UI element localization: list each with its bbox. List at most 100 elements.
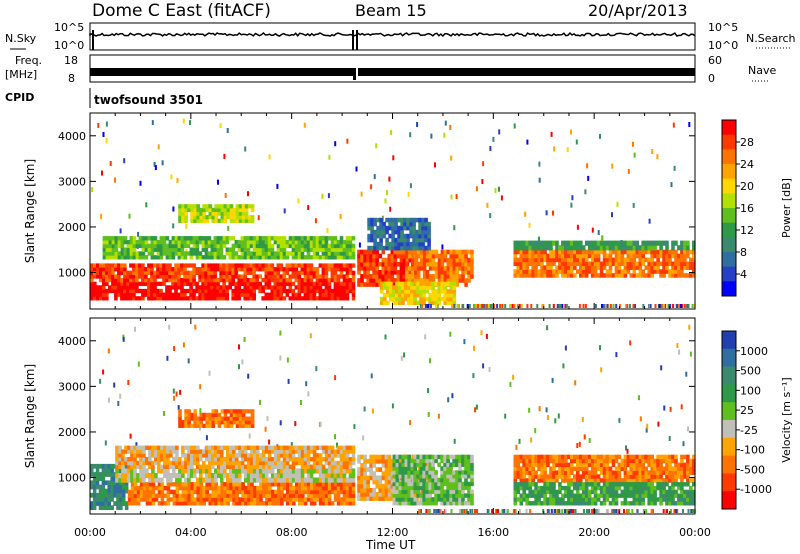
velocity-panel-band-2 — [333, 468, 338, 474]
power-panel-echo — [552, 210, 554, 216]
power-panel-band-2 — [195, 247, 200, 252]
velocity-panel-band-6 — [413, 458, 417, 464]
power-panel-band-0 — [93, 288, 97, 294]
power-panel-band-3 — [181, 211, 185, 216]
velocity-panel-band-0 — [90, 505, 94, 511]
power-panel-band-5 — [405, 274, 409, 279]
velocity-panel-band-3 — [321, 445, 326, 450]
power-panel-band-2 — [273, 255, 278, 260]
velocity-panel-band-7 — [605, 478, 610, 483]
power-panel-band-0 — [189, 292, 193, 297]
velocity-panel-band-1 — [339, 497, 344, 502]
power-panel-band-8 — [587, 253, 592, 259]
velocity-panel-echo — [173, 395, 175, 401]
velocity-panel-band-3 — [240, 460, 245, 466]
velocity-panel-band-1 — [289, 501, 293, 506]
power-panel-band-5 — [446, 274, 451, 279]
velocity-panel-echo — [173, 346, 176, 351]
velocity-panel-band-6 — [401, 470, 406, 475]
power-panel-band-6 — [437, 293, 442, 298]
power-panel-echo — [656, 154, 659, 160]
velocity-panel-band-1 — [163, 485, 168, 491]
power-panel-band-1 — [300, 267, 305, 272]
power-panel-band-8 — [543, 253, 547, 259]
power-panel-band-7 — [373, 241, 377, 247]
power-panel-band-6 — [401, 300, 405, 305]
power-panel-band-2 — [324, 239, 329, 245]
velocity-panel-band-6 — [431, 481, 435, 487]
velocity-panel-band-7 — [558, 462, 562, 468]
velocity-panel-band-1 — [295, 482, 299, 487]
velocity-panel-band-6 — [416, 462, 420, 467]
power-panel-band-7 — [379, 241, 383, 247]
power-panel-band-1 — [165, 267, 169, 272]
power-panel-band-0 — [99, 292, 103, 297]
power-panel-band-2 — [315, 243, 320, 249]
velocity-panel-band-1 — [327, 489, 332, 495]
power-panel-band-2 — [279, 236, 284, 241]
power-panel-band-1 — [231, 270, 236, 275]
power-panel-band-0 — [174, 281, 178, 286]
power-panel-band-1 — [171, 278, 175, 283]
power-panel-band-7 — [427, 241, 431, 247]
velocity-panel-band-3 — [261, 445, 266, 450]
velocity-panel-band-2 — [282, 473, 287, 479]
velocity-panel-band-3 — [199, 464, 203, 469]
power-panel-band-2 — [264, 243, 269, 249]
power-panel-band-7 — [391, 225, 395, 231]
power-panel-band-0 — [195, 296, 199, 301]
velocity-panel-band-3 — [348, 449, 353, 454]
velocity-panel-band-2 — [232, 473, 236, 479]
velocity-panel-band-3 — [276, 457, 281, 462]
power-panel-band-0 — [126, 285, 130, 290]
velocity-panel-band-6 — [392, 458, 397, 464]
velocity-panel-band-6 — [428, 474, 432, 479]
velocity-panel-band-6 — [401, 493, 406, 498]
power-panel-band-2 — [138, 255, 143, 260]
power-panel-band-2 — [297, 255, 302, 260]
velocity-panel-band-2 — [151, 468, 155, 474]
power-panel-band-2 — [126, 255, 131, 260]
power-panel-band-7 — [403, 245, 407, 251]
power-panel-band-2 — [171, 243, 176, 249]
velocity-panel-band-6 — [392, 462, 397, 467]
power-panel-band-8 — [602, 253, 607, 259]
velocity-panel-band-1 — [130, 497, 135, 502]
power-panel-band-2 — [204, 239, 209, 245]
power-panel-band-1 — [168, 274, 172, 279]
velocity-panel-band-2 — [297, 468, 302, 474]
velocity-panel-band-2 — [196, 468, 200, 474]
power-panel-band-6 — [431, 300, 435, 305]
velocity-panel-band-1 — [306, 497, 311, 502]
velocity-panel-band-3 — [145, 457, 149, 462]
power-panel-band-7 — [385, 241, 389, 247]
power-panel-band-1 — [303, 278, 308, 283]
power-panel-band-2 — [246, 239, 251, 245]
velocity-panel-band-3 — [249, 453, 254, 458]
velocity-panel-band-0 — [110, 484, 114, 490]
power-panel-band-1 — [243, 278, 248, 283]
power-panel-band-1 — [117, 270, 121, 275]
velocity-panel-band-2 — [297, 473, 302, 479]
power-panel-band-3 — [205, 204, 210, 209]
power-panel-band-5 — [414, 266, 418, 271]
velocity-panel-band-7 — [558, 470, 562, 475]
power-panel-band-5 — [452, 270, 457, 275]
velocity-panel-band-7 — [519, 474, 524, 479]
freq-band-b — [358, 68, 695, 76]
power-panel-band-0 — [129, 292, 133, 297]
power-panel-band-4 — [375, 282, 380, 287]
velocity-panel-band-3 — [303, 464, 308, 469]
velocity-panel-band-1 — [190, 497, 195, 502]
power-panel-band-6 — [395, 293, 399, 298]
power-panel-band-8 — [522, 261, 526, 267]
velocity-panel-band-6 — [440, 493, 444, 498]
power-panel-band-8 — [528, 261, 532, 267]
power-panel-band-7 — [367, 221, 371, 227]
power-panel-band-0 — [279, 288, 284, 294]
power-panel-band-4 — [393, 249, 398, 255]
velocity-panel-band-1 — [345, 489, 350, 495]
velocity-panel-band-2 — [339, 477, 344, 483]
power-panel-band-0 — [162, 281, 166, 286]
velocity-panel-band-3 — [205, 457, 209, 462]
